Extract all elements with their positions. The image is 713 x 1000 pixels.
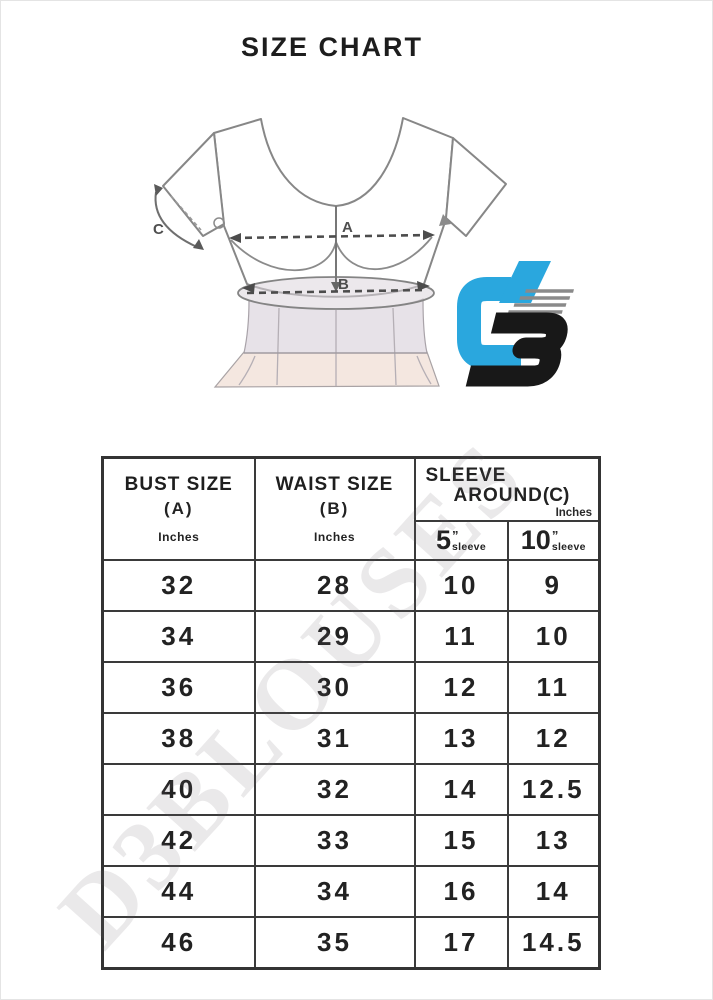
table-row: 42 33 15 13 (101, 814, 601, 867)
d3-logo-d (457, 261, 551, 369)
sleeve-5-num: 5 (436, 525, 452, 555)
sleeve10-value: 14.5 (506, 916, 601, 970)
bust-size-header: BUST SIZE (A) Inches (101, 456, 256, 561)
sleeve-header-line2: AROUND(C) (416, 485, 599, 507)
underbust-arcs (213, 214, 451, 272)
table-row: 46 35 17 14.5 (101, 916, 601, 970)
table-row: 34 29 11 10 (101, 610, 601, 663)
waist-value: 28 (253, 559, 416, 612)
sleeve10-value: 10 (506, 610, 601, 663)
bust-value: 42 (101, 814, 256, 867)
bust-value: 40 (101, 763, 256, 816)
waist-value: 33 (253, 814, 416, 867)
waist-size-header: WAIST SIZE (B) Inches (253, 456, 416, 561)
bust-value: 32 (101, 559, 256, 612)
label-a: A (342, 219, 353, 236)
d3-logo (457, 261, 574, 387)
left-sleeve (162, 132, 225, 237)
waist-value: 30 (253, 661, 416, 714)
sleeve-5-header: 5 ” sleeve (413, 520, 509, 561)
sleeve10-value: 14 (506, 865, 601, 918)
sleeve-10-inch-mark: ” (551, 527, 559, 543)
sleeve10-value: 12.5 (506, 763, 601, 816)
waist-measure-line (242, 281, 430, 295)
sleeve-header-around: AROUND (453, 485, 543, 506)
bust-size-header-title: BUST SIZE (124, 474, 233, 495)
waist-size-header-letter: (B) (319, 499, 350, 518)
sleeve5-value: 13 (413, 712, 509, 765)
bust-size-header-letter: (A) (163, 499, 194, 518)
sleeve-measure-arc (154, 184, 204, 250)
sleeve-5-inch-mark: ” (452, 527, 459, 543)
d3-logo-3 (465, 312, 568, 387)
waist-value: 31 (253, 712, 416, 765)
sleeve-header-letter: (C) (542, 485, 570, 506)
table-row: 32 28 10 9 (101, 559, 601, 612)
sleeve5-value: 14 (413, 763, 509, 816)
d3-logo-stripes (507, 289, 574, 314)
sleeve5-value: 15 (413, 814, 509, 867)
sleeve-10-header: 10 ” sleeve (506, 520, 601, 561)
waist-size-header-title: WAIST SIZE (275, 474, 394, 495)
right-sleeve (445, 137, 507, 237)
bust-measure-line (229, 230, 435, 243)
center-line-arrow (331, 282, 341, 292)
waist-value: 34 (253, 865, 416, 918)
sleeve-10-num: 10 (520, 525, 551, 555)
sleeve10-value: 11 (506, 661, 601, 714)
label-c: C (153, 221, 164, 238)
sleeve10-value: 12 (506, 712, 601, 765)
bust-size-header-unit: Inches (158, 530, 200, 544)
bust-value: 46 (101, 916, 256, 970)
sleeve10-value: 9 (506, 559, 601, 612)
waist-value: 35 (253, 916, 416, 970)
waist-value: 29 (253, 610, 416, 663)
waist-value: 32 (253, 763, 416, 816)
sleeve5-value: 17 (413, 916, 509, 970)
table-row: 36 30 12 11 (101, 661, 601, 714)
waist-size-header-unit: Inches (313, 530, 355, 544)
sleeve5-value: 16 (413, 865, 509, 918)
sleeve10-value: 13 (506, 814, 601, 867)
sleeve5-value: 11 (413, 610, 509, 663)
sleeve5-value: 10 (413, 559, 509, 612)
skirt-pleats (238, 307, 432, 386)
sleeve-around-header: SLEEVE AROUND(C) Inches (413, 456, 601, 522)
table-row: 38 31 13 12 (101, 712, 601, 765)
table-row: 40 32 14 12.5 (101, 763, 601, 816)
bust-value: 38 (101, 712, 256, 765)
bust-value: 36 (101, 661, 256, 714)
label-b: B (338, 276, 349, 293)
size-table: BUST SIZE (A) Inches WAIST SIZE (B) Inch… (101, 456, 601, 970)
bust-value: 44 (101, 865, 256, 918)
sleeve-10-label: sleeve (551, 540, 586, 553)
sleeve-header-line1: SLEEVE (425, 465, 507, 486)
sleeve5-value: 12 (413, 661, 509, 714)
bodice-outline (213, 117, 454, 298)
bust-value: 34 (101, 610, 256, 663)
blouse-diagram: A B C (153, 117, 507, 388)
page-title: SIZE CHART (241, 32, 423, 62)
sleeve-header-unit: Inches (555, 507, 592, 519)
sleeve-5-label: sleeve (452, 540, 486, 553)
size-table-container: BUST SIZE (A) Inches WAIST SIZE (B) Inch… (101, 456, 601, 970)
table-row: 44 34 16 14 (101, 865, 601, 918)
